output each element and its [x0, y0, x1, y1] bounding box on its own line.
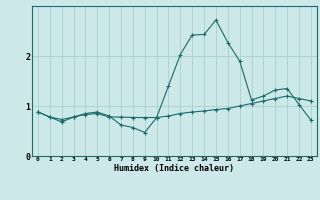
X-axis label: Humidex (Indice chaleur): Humidex (Indice chaleur)	[115, 164, 234, 173]
